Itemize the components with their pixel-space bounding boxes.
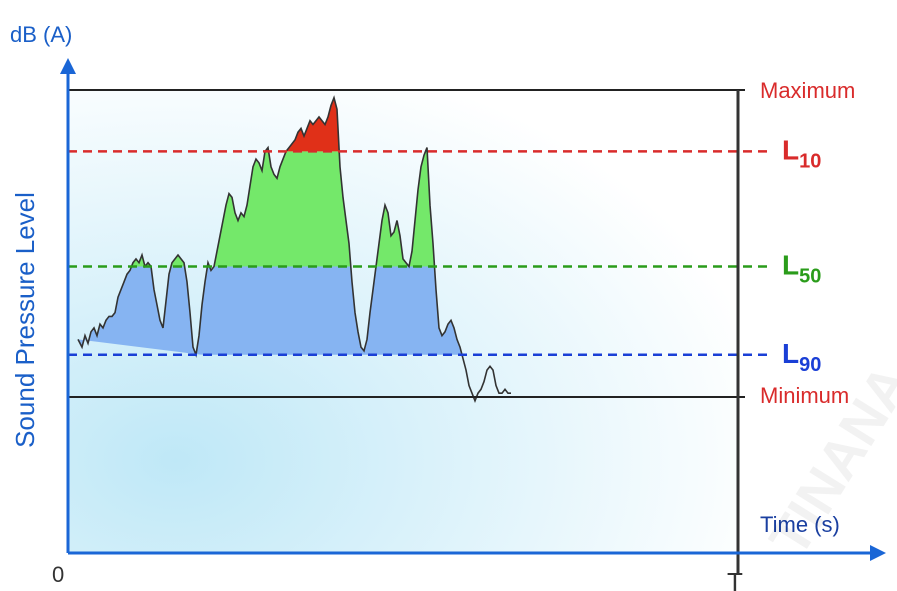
signal-fill-group <box>78 97 463 355</box>
maximum-label: Maximum <box>760 78 855 103</box>
l10-label-subscript: 10 <box>799 150 821 172</box>
x-axis-title: Time (s) <box>760 512 840 537</box>
l50-label: L50 <box>782 250 821 288</box>
l10-label: L10 <box>782 134 821 172</box>
x-axis-arrowhead <box>870 545 886 561</box>
l50-label-letter: L <box>782 250 799 281</box>
minimum-label: Minimum <box>760 383 849 408</box>
l90-label-letter: L <box>782 338 799 369</box>
l10-label-letter: L <box>782 134 799 165</box>
l50-label-subscript: 50 <box>799 266 821 288</box>
fill-l50-to-l10 <box>131 151 435 267</box>
fill-below-l50 <box>78 266 463 355</box>
end-time-label: T <box>727 567 743 591</box>
l90-label: L90 <box>782 338 821 376</box>
y-axis-arrowhead <box>60 58 76 74</box>
y-axis-title: Sound Pressure Level <box>10 192 40 448</box>
fill-above-l10 <box>265 97 428 152</box>
origin-label: 0 <box>52 562 64 587</box>
l90-label-subscript: 90 <box>799 354 821 376</box>
y-axis-unit: dB (A) <box>10 22 72 47</box>
